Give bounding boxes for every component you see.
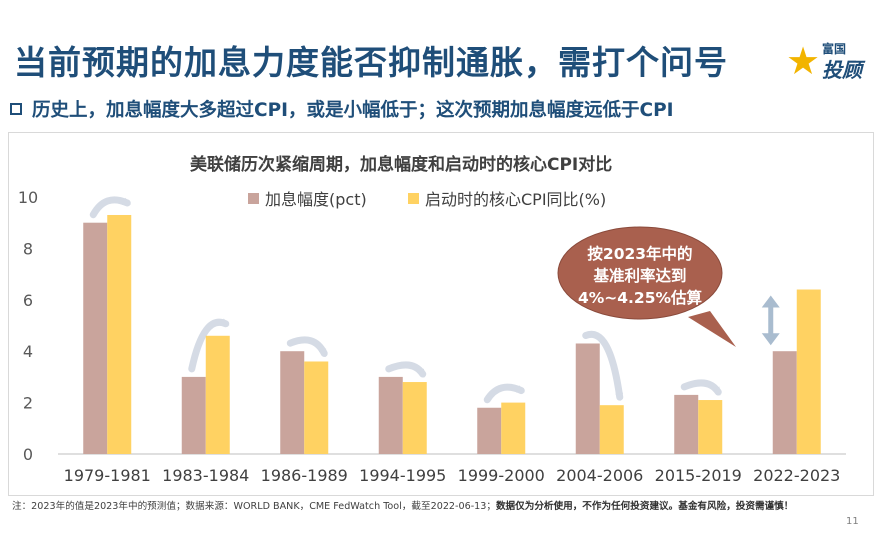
y-tick-label: 0 bbox=[23, 445, 33, 464]
callout-text: 按2023年中的 bbox=[587, 244, 692, 263]
chart-title: 美联储历次紧缩周期，加息幅度和启动时的核心CPI对比 bbox=[190, 155, 613, 175]
brand-logo: ★ 富国 投顾 bbox=[786, 38, 878, 86]
x-tick-label: 1994-1995 bbox=[359, 466, 446, 485]
bar-rate-hike bbox=[772, 351, 797, 454]
star-icon: ★ bbox=[786, 39, 821, 83]
change-arrow-icon bbox=[286, 336, 328, 358]
change-arrow-icon bbox=[188, 318, 230, 373]
bar-rate-hike bbox=[575, 343, 600, 454]
y-tick-label: 4 bbox=[23, 342, 33, 361]
x-tick-label: 1979-1981 bbox=[64, 466, 151, 485]
legend-swatch bbox=[248, 193, 259, 204]
bar-core-cpi bbox=[402, 382, 427, 454]
gap-arrow-down-icon bbox=[761, 333, 780, 346]
callout-text: 基准利率达到 bbox=[592, 266, 686, 285]
legend-label: 启动时的核心CPI同比(%) bbox=[425, 190, 606, 209]
bar-core-cpi bbox=[796, 289, 821, 454]
logo-bottom-text: 投顾 bbox=[822, 58, 862, 82]
x-tick-label: 2022-2023 bbox=[753, 466, 840, 485]
change-arrow-icon bbox=[582, 330, 624, 402]
callout-bubble bbox=[557, 226, 723, 320]
bar-core-cpi bbox=[304, 361, 329, 454]
page-subtitle: 历史上，加息幅度大多超过CPI，或是小幅低于；这次预期加息幅度远低于CPI bbox=[10, 96, 883, 122]
legend-label: 加息幅度(pct) bbox=[265, 190, 367, 209]
bar-rate-hike bbox=[83, 222, 108, 454]
bar-core-cpi bbox=[205, 335, 230, 454]
page-title: 当前预期的加息力度能否抑制通胀，需打个问号 bbox=[14, 43, 728, 82]
callout-text: 4%~4.25%估算 bbox=[578, 288, 702, 307]
bar-core-cpi bbox=[501, 402, 526, 454]
y-tick-label: 10 bbox=[18, 188, 38, 207]
page-number: 11 bbox=[846, 516, 859, 527]
bar-rate-hike bbox=[280, 351, 305, 454]
bar-core-cpi bbox=[698, 400, 723, 454]
footnote-text: 注：2023年的值是2023年中的预测值；数据来源：WORLD BANK，CME… bbox=[12, 501, 496, 512]
bar-rate-hike bbox=[378, 376, 403, 454]
bar-core-cpi bbox=[599, 405, 624, 454]
y-tick-label: 8 bbox=[23, 239, 33, 258]
logo-top-text: 富国 bbox=[822, 42, 847, 56]
callout-tail bbox=[688, 311, 736, 347]
legend-swatch bbox=[408, 193, 419, 204]
change-arrow-icon bbox=[385, 361, 427, 378]
x-tick-label: 2004-2006 bbox=[556, 466, 643, 485]
change-arrow-icon bbox=[483, 383, 525, 404]
bar-rate-hike bbox=[674, 394, 699, 454]
change-arrow-icon bbox=[89, 196, 131, 219]
bullet-box-icon bbox=[10, 103, 22, 115]
x-tick-label: 1986-1989 bbox=[261, 466, 348, 485]
footnote-disclaimer: 数据仅为分析使用，不作为任何投资建议。基金有风险，投资需谨慎！ bbox=[495, 501, 794, 512]
subtitle-text: 历史上，加息幅度大多超过CPI，或是小幅低于；这次预期加息幅度远低于CPI bbox=[32, 100, 674, 121]
bar-rate-hike bbox=[477, 407, 502, 454]
x-tick-label: 1999-2000 bbox=[458, 466, 545, 485]
y-tick-label: 2 bbox=[23, 394, 33, 413]
footnote: 注：2023年的值是2023年中的预测值；数据来源：WORLD BANK，CME… bbox=[12, 500, 844, 514]
x-tick-label: 1983-1984 bbox=[162, 466, 249, 485]
bar-core-cpi bbox=[107, 214, 132, 454]
y-tick-label: 6 bbox=[23, 291, 33, 310]
gap-arrow-up-icon bbox=[761, 295, 780, 308]
change-arrow-icon bbox=[680, 379, 722, 396]
chart-frame bbox=[8, 132, 874, 496]
x-tick-label: 2015-2019 bbox=[655, 466, 742, 485]
bar-rate-hike bbox=[181, 376, 206, 454]
